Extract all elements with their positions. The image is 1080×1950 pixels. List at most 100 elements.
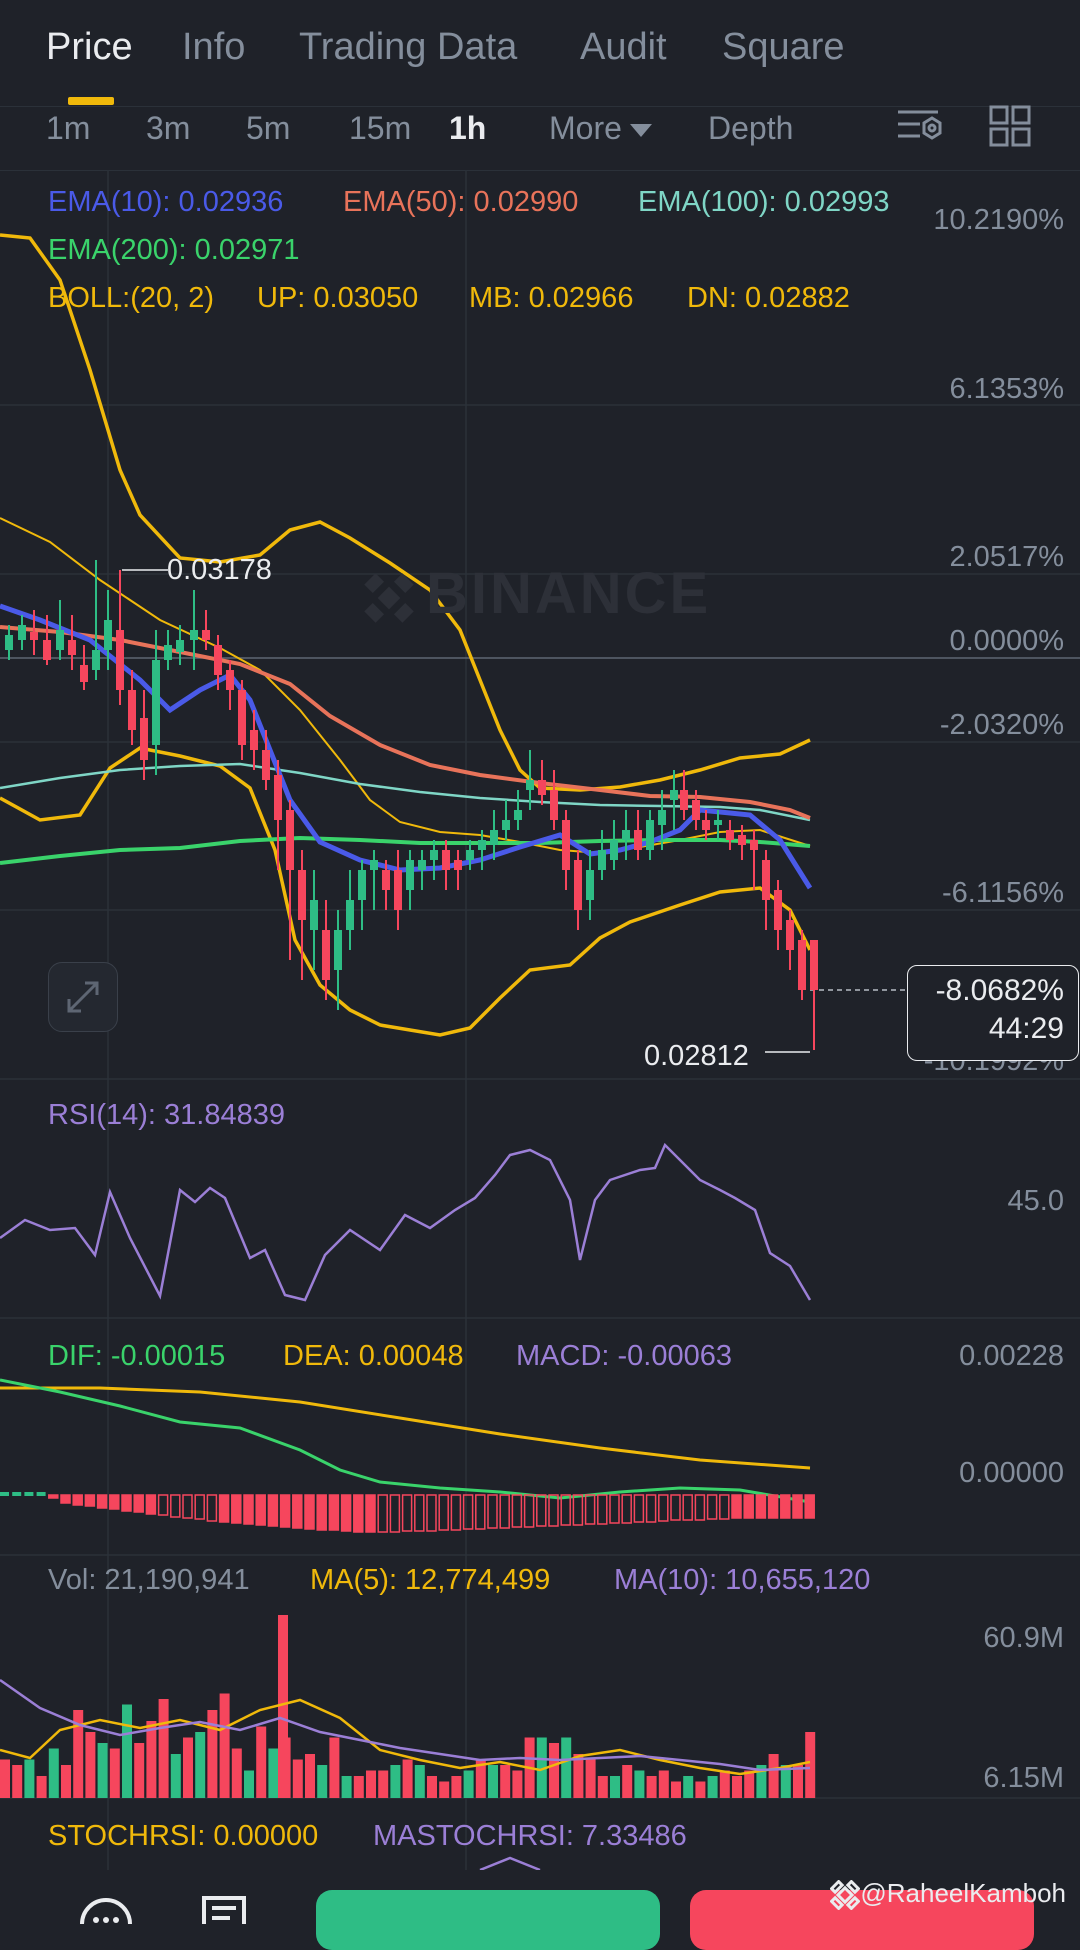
macd-bar xyxy=(426,1494,437,1532)
volume-ma10-line xyxy=(0,1678,811,1772)
candle-body xyxy=(152,660,160,745)
volume-bar xyxy=(402,1759,413,1798)
volume-bar xyxy=(158,1699,169,1798)
macd-axis-mid: 0.00000 xyxy=(959,1457,1064,1489)
fullscreen-button[interactable] xyxy=(48,962,118,1032)
macd-bar xyxy=(438,1494,449,1531)
candle-body xyxy=(394,870,402,910)
macd-bar xyxy=(475,1494,486,1530)
kline-chart-canvas[interactable] xyxy=(0,170,1080,1870)
volume-bar xyxy=(439,1781,450,1798)
macd-bar xyxy=(499,1494,510,1529)
volume-bar xyxy=(549,1743,559,1798)
candle-body xyxy=(140,718,148,760)
interval-15m[interactable]: 15m xyxy=(349,110,412,146)
volume-bar xyxy=(719,1770,730,1798)
volume-bar xyxy=(85,1732,96,1798)
credit-text: @RaheelKamboh xyxy=(860,1878,1066,1908)
volume-bar xyxy=(695,1781,706,1798)
candle-body xyxy=(810,940,818,990)
volume-bar xyxy=(244,1770,254,1798)
macd-bar xyxy=(340,1494,352,1532)
volume-bar xyxy=(341,1776,352,1798)
volume-ma5-legend: MA(5): 12,774,499 xyxy=(310,1564,551,1596)
author-credit: @RaheelKamboh xyxy=(829,1878,1066,1911)
candle-body xyxy=(454,860,462,870)
macd-bar xyxy=(792,1494,803,1519)
ema50-line xyxy=(0,625,811,820)
interval-5m[interactable]: 5m xyxy=(246,110,291,146)
macd-bar xyxy=(279,1494,291,1528)
binance-logo-icon xyxy=(829,1879,861,1911)
volume-bar xyxy=(658,1770,669,1798)
buy-button[interactable] xyxy=(316,1890,660,1950)
volume-bar xyxy=(366,1770,376,1798)
volume-bar xyxy=(683,1776,694,1798)
volume-axis-top: 60.9M xyxy=(983,1622,1064,1654)
volume-bar xyxy=(744,1770,755,1798)
candle-body xyxy=(418,860,426,870)
orders-icon[interactable] xyxy=(200,1894,248,1924)
candle-body xyxy=(56,630,64,650)
macd-bar xyxy=(414,1494,425,1532)
volume-bar xyxy=(183,1737,193,1798)
ema10-legend: EMA(10): 0.02936 xyxy=(48,186,284,218)
macd-bar xyxy=(487,1494,498,1529)
macd-bar xyxy=(755,1494,767,1519)
depth-tab[interactable]: Depth xyxy=(708,110,794,146)
candle-body xyxy=(692,800,700,820)
macd-bar xyxy=(267,1494,279,1527)
volume-bar xyxy=(756,1765,767,1798)
price-axis-label: -2.0320% xyxy=(939,709,1064,741)
mastochrsi-legend: MASTOCHRSI: 7.33486 xyxy=(373,1820,687,1852)
volume-bar xyxy=(207,1710,218,1798)
volume-bar xyxy=(170,1754,181,1798)
interval-3m[interactable]: 3m xyxy=(146,110,191,146)
volume-bar xyxy=(268,1748,279,1798)
macd-bar xyxy=(450,1494,462,1531)
candle-body xyxy=(128,690,136,730)
interval-1m[interactable]: 1m xyxy=(46,110,91,146)
candle-body xyxy=(262,750,270,780)
rsi-axis-label: 45.0 xyxy=(1007,1185,1064,1217)
more-menu-icon[interactable] xyxy=(78,1894,134,1924)
watermark-text: BINANCE xyxy=(426,561,712,626)
tab-info[interactable]: Info xyxy=(182,26,246,68)
volume-bar xyxy=(634,1770,645,1798)
volume-bar xyxy=(122,1704,132,1798)
tab-square[interactable]: Square xyxy=(722,26,845,68)
candle-body xyxy=(334,930,342,970)
candle-body xyxy=(514,810,522,820)
candle-countdown: 44:29 xyxy=(988,1012,1064,1045)
macd-bar xyxy=(304,1494,315,1530)
grid-layout-icon[interactable] xyxy=(988,104,1034,148)
macd-value-legend: MACD: -0.00063 xyxy=(516,1340,732,1372)
candle-body xyxy=(43,640,51,660)
boll-legend-label: BOLL:(20, 2) xyxy=(48,282,215,314)
volume-bar xyxy=(451,1776,462,1798)
volume-bar xyxy=(768,1754,779,1798)
macd-bar xyxy=(377,1494,388,1533)
chart-settings-icon[interactable] xyxy=(894,104,944,148)
more-dropdown[interactable]: More xyxy=(549,110,652,147)
volume-bar xyxy=(427,1776,437,1798)
ema200-line xyxy=(0,835,811,865)
interval-1h[interactable]: 1h xyxy=(449,110,487,146)
candle-body xyxy=(322,930,330,980)
candle-body xyxy=(658,810,666,825)
candle-body xyxy=(406,860,414,890)
tab-trading-data[interactable]: Trading Data xyxy=(299,26,518,68)
macd-bar xyxy=(255,1494,266,1526)
candle-body xyxy=(680,790,688,810)
macd-bar xyxy=(462,1494,474,1530)
candle-body xyxy=(586,870,594,900)
tab-price[interactable]: Price xyxy=(46,26,133,68)
volume-bar xyxy=(622,1765,633,1798)
volume-bar xyxy=(561,1737,572,1798)
volume-bars xyxy=(0,1615,816,1798)
current-price-tag[interactable]: -8.0682% 44:29 xyxy=(907,965,1079,1061)
tab-audit[interactable]: Audit xyxy=(580,26,667,68)
volume-bar xyxy=(305,1754,315,1798)
volume-bar xyxy=(488,1765,498,1798)
candle-body xyxy=(714,820,722,825)
